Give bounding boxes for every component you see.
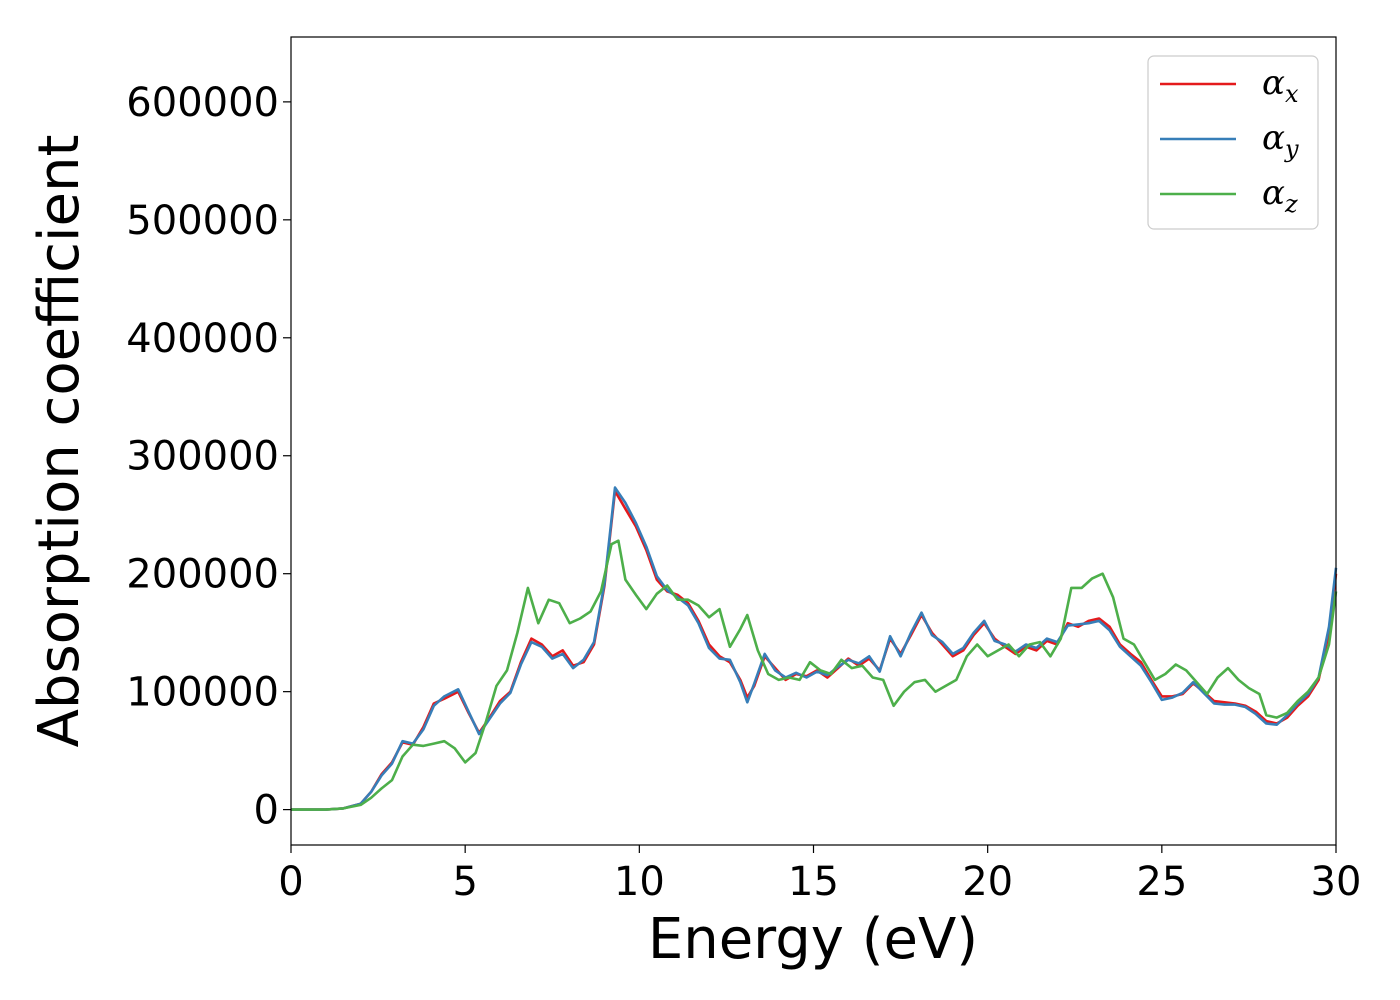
- y-tick-label: 200000: [126, 552, 279, 598]
- y-tick-label: 600000: [126, 80, 279, 126]
- y-tick-label: 400000: [126, 316, 279, 362]
- legend-label-x: αx: [1262, 63, 1299, 108]
- x-tick-label: 15: [788, 859, 839, 905]
- series-layer: [291, 486, 1338, 811]
- x-axis-ticks: 0 5 10 15 20 25 30: [278, 845, 1361, 905]
- y-axis-label: Absorption coefficient: [27, 135, 92, 748]
- legend-label-y: αy: [1262, 118, 1299, 163]
- y-tick-label: 100000: [126, 670, 279, 716]
- x-tick-label: 30: [1311, 859, 1362, 905]
- legend-box: [1147, 55, 1319, 230]
- x-tick-label: 25: [1136, 859, 1187, 905]
- series-line-z: [291, 539, 1338, 811]
- x-tick-label: 10: [614, 859, 665, 905]
- y-tick-label: 0: [254, 788, 279, 834]
- x-tick-label: 5: [452, 859, 477, 905]
- y-tick-label: 300000: [126, 434, 279, 480]
- x-tick-label: 0: [278, 859, 303, 905]
- x-axis-label: Energy (eV): [648, 907, 978, 972]
- x-tick-label: 20: [962, 859, 1013, 905]
- legend-items: αx αy αz: [1160, 63, 1299, 218]
- legend-label-z: αz: [1262, 173, 1298, 218]
- y-axis-ticks: 0 100000 200000 300000 400000 500000 600000: [126, 80, 291, 834]
- legend: αx αy αz: [1147, 55, 1319, 230]
- y-tick-label: 500000: [126, 198, 279, 244]
